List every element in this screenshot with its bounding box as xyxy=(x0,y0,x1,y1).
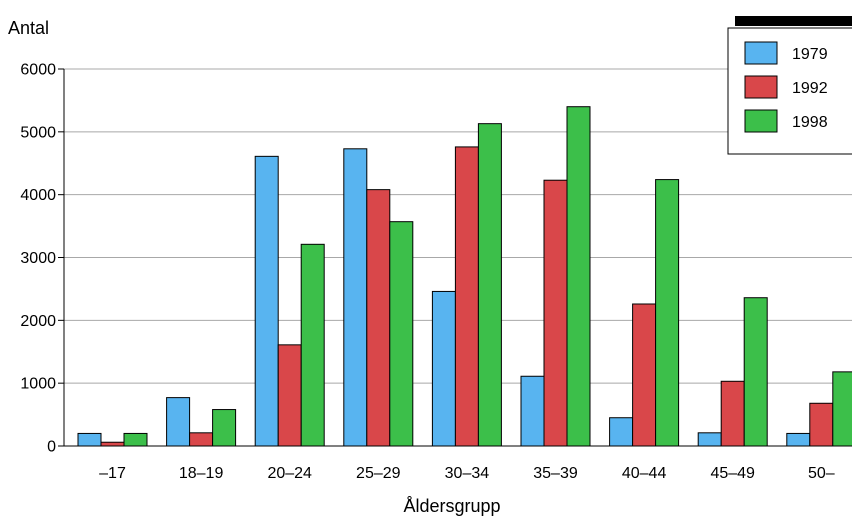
x-tick-label: 45–49 xyxy=(710,465,755,482)
y-tick-labels: 0 1000 2000 3000 4000 5000 6000 xyxy=(20,62,64,456)
x-tick-label: 20–24 xyxy=(267,465,312,482)
bar-1979-2 xyxy=(254,155,279,447)
bar-1998-2 xyxy=(300,243,325,447)
x-tick-label: 50– xyxy=(808,465,835,482)
x-axis-title: Åldersgrupp xyxy=(403,496,500,516)
legend: 1979 1992 1998 xyxy=(727,16,852,155)
legend-bar xyxy=(735,16,852,26)
x-tick-label: 25–29 xyxy=(356,465,401,482)
x-tick-label: 18–19 xyxy=(179,465,224,482)
bar-1998-1 xyxy=(212,409,237,447)
bar-1998-6 xyxy=(655,179,680,447)
bars xyxy=(77,106,852,447)
bar-1998-0 xyxy=(123,432,148,447)
legend-label-1998: 1998 xyxy=(792,114,828,131)
bar-1992-6 xyxy=(632,303,657,447)
bar-1992-7 xyxy=(720,380,745,447)
bar-1979-0 xyxy=(77,432,102,447)
bar-1998-4 xyxy=(477,123,502,447)
y-tick-label: 4000 xyxy=(20,187,56,204)
bar-1992-3 xyxy=(366,189,391,447)
y-tick-label: 0 xyxy=(47,439,56,456)
x-tick-label: 40–44 xyxy=(622,465,667,482)
y-tick-label: 1000 xyxy=(20,376,56,393)
bar-1992-0 xyxy=(100,441,125,447)
bar-1992-5 xyxy=(543,179,568,447)
y-tick-label: 3000 xyxy=(20,250,56,267)
bar-1992-2 xyxy=(277,344,302,447)
bar-1992-8 xyxy=(809,402,834,447)
bar-1979-5 xyxy=(520,375,545,447)
bar-1979-8 xyxy=(786,432,811,447)
x-tick-label: 35–39 xyxy=(533,465,578,482)
bar-1979-4 xyxy=(431,290,456,447)
bar-1998-7 xyxy=(743,297,768,447)
legend-swatch-1992 xyxy=(744,75,778,99)
legend-swatch-1998 xyxy=(744,109,778,133)
y-tick-label: 2000 xyxy=(20,313,56,330)
legend-label-1979: 1979 xyxy=(792,46,828,63)
bar-1979-3 xyxy=(343,148,368,447)
legend-swatch-1979 xyxy=(744,41,778,65)
legend-label-1992: 1992 xyxy=(792,80,828,97)
x-tick-label: –17 xyxy=(99,465,126,482)
bar-1992-1 xyxy=(189,432,214,447)
y-axis-title: Antal xyxy=(8,18,49,38)
bar-1979-7 xyxy=(697,432,722,447)
bar-1979-1 xyxy=(166,397,191,447)
x-tick-labels: –17 18–19 20–24 25–29 30–34 35–39 40–44 45–49 50… xyxy=(99,465,835,482)
y-tick-label: 5000 xyxy=(20,124,56,141)
bar-1979-6 xyxy=(609,417,634,447)
bar-1998-3 xyxy=(389,221,414,447)
bar-1992-4 xyxy=(454,146,479,447)
x-tick-label: 30–34 xyxy=(445,465,490,482)
y-tick-label: 6000 xyxy=(20,62,56,79)
bar-1998-5 xyxy=(566,106,591,447)
bar-1998-8 xyxy=(832,371,852,447)
